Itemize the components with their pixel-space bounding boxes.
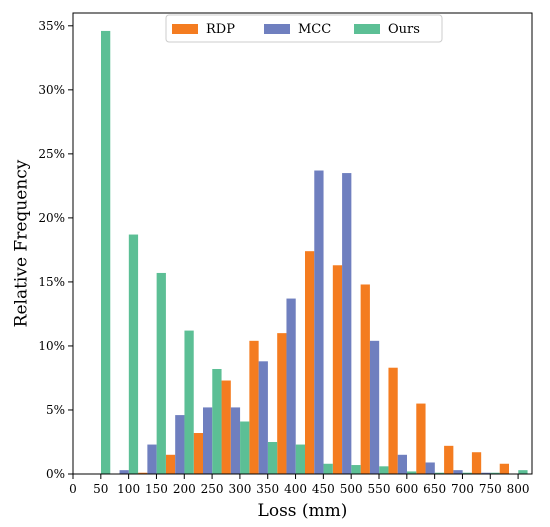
bar-ours-200 bbox=[212, 368, 222, 474]
y-tick-label: 0% bbox=[46, 467, 65, 481]
bar-rdp-250 bbox=[221, 380, 231, 474]
x-tick-label: 50 bbox=[93, 482, 108, 496]
legend-label-mcc: MCC bbox=[298, 22, 331, 37]
x-tick-label: 0 bbox=[69, 482, 77, 496]
y-tick-label: 25% bbox=[38, 147, 65, 161]
bar-rdp-200 bbox=[193, 433, 203, 474]
bar-ours-550 bbox=[407, 471, 417, 474]
bar-mcc-400 bbox=[314, 170, 324, 474]
bar-rdp-400 bbox=[305, 251, 315, 474]
bar-mcc-150 bbox=[175, 415, 185, 474]
bars-layer bbox=[101, 30, 528, 475]
bar-ours-400 bbox=[323, 463, 333, 474]
x-tick-label: 750 bbox=[479, 482, 502, 496]
x-tick-label: 450 bbox=[312, 482, 335, 496]
bar-ours-450 bbox=[351, 465, 361, 474]
y-tick-label: 15% bbox=[38, 275, 65, 289]
bar-rdp-100 bbox=[138, 472, 148, 474]
y-tick-label: 10% bbox=[38, 339, 65, 353]
x-tick-label: 250 bbox=[201, 482, 224, 496]
y-tick-label: 30% bbox=[38, 83, 65, 97]
legend-label-ours: Ours bbox=[388, 22, 420, 37]
x-tick-label: 300 bbox=[228, 482, 251, 496]
bar-rdp-350 bbox=[277, 333, 287, 474]
bar-mcc-250 bbox=[230, 407, 241, 474]
bar-ours-150 bbox=[184, 330, 194, 474]
x-tick-label: 800 bbox=[507, 482, 530, 496]
bar-mcc-550 bbox=[397, 454, 407, 474]
x-tick-label: 650 bbox=[423, 482, 446, 496]
bar-ours-0 bbox=[101, 30, 111, 475]
bar-mcc-450 bbox=[342, 173, 352, 474]
bar-mcc-50 bbox=[119, 470, 129, 474]
bar-rdp-750 bbox=[499, 463, 509, 474]
bar-ours-600 bbox=[434, 472, 445, 474]
bar-ours-500 bbox=[379, 466, 389, 474]
bar-rdp-650 bbox=[444, 445, 454, 474]
x-tick-label: 100 bbox=[117, 482, 140, 496]
bar-rdp-550 bbox=[388, 367, 398, 474]
y-axis-ticks: 0% 5% 10% 15% 20% 25% 30% 35% bbox=[38, 19, 73, 481]
bar-mcc-500 bbox=[369, 340, 380, 474]
bar-rdp-450 bbox=[332, 265, 343, 474]
bar-ours-750 bbox=[518, 470, 528, 474]
bar-rdp-300 bbox=[249, 340, 259, 474]
bar-ours-300 bbox=[267, 441, 278, 474]
bar-rdp-150 bbox=[165, 454, 176, 474]
bar-mcc-200 bbox=[203, 407, 213, 474]
y-tick-label: 35% bbox=[38, 19, 65, 33]
bar-rdp-600 bbox=[416, 403, 426, 474]
bar-mcc-700 bbox=[481, 472, 491, 474]
y-tick-label: 5% bbox=[46, 403, 65, 417]
legend: RDP MCC Ours bbox=[165, 14, 443, 43]
x-tick-label: 400 bbox=[284, 482, 307, 496]
bar-ours-100 bbox=[156, 272, 166, 474]
legend-swatch-rdp bbox=[172, 24, 198, 34]
plot-frame bbox=[72, 12, 533, 475]
bar-ours-250 bbox=[240, 421, 250, 474]
bar-rdp-700 bbox=[471, 452, 482, 474]
y-tick-label: 20% bbox=[38, 211, 65, 225]
legend-label-rdp: RDP bbox=[206, 22, 235, 37]
legend-swatch-ours bbox=[354, 24, 380, 34]
x-tick-label: 500 bbox=[340, 482, 363, 496]
bar-mcc-350 bbox=[286, 298, 296, 474]
x-axis-label: Loss (mm) bbox=[258, 501, 348, 521]
x-tick-label: 550 bbox=[368, 482, 391, 496]
x-axis-ticks: 0 50 100 150 200 250 300 350 400 450 500 550 600 650 7… bbox=[69, 474, 530, 496]
legend-swatch-mcc bbox=[264, 24, 290, 34]
x-tick-label: 350 bbox=[256, 482, 279, 496]
bar-mcc-600 bbox=[425, 462, 435, 474]
x-tick-label: 600 bbox=[395, 482, 418, 496]
bar-rdp-500 bbox=[360, 284, 370, 474]
x-tick-label: 200 bbox=[173, 482, 196, 496]
legend-box bbox=[165, 14, 443, 43]
bar-mcc-650 bbox=[453, 470, 463, 474]
bar-mcc-300 bbox=[258, 361, 268, 474]
bar-ours-700 bbox=[490, 472, 500, 474]
x-tick-label: 150 bbox=[145, 482, 168, 496]
bar-ours-350 bbox=[295, 444, 305, 474]
bar-ours-650 bbox=[462, 472, 472, 474]
y-axis-label: Relative Frequency bbox=[12, 159, 32, 327]
x-tick-label: 700 bbox=[451, 482, 474, 496]
bar-mcc-100 bbox=[147, 444, 157, 474]
bar-ours-50 bbox=[128, 234, 139, 474]
